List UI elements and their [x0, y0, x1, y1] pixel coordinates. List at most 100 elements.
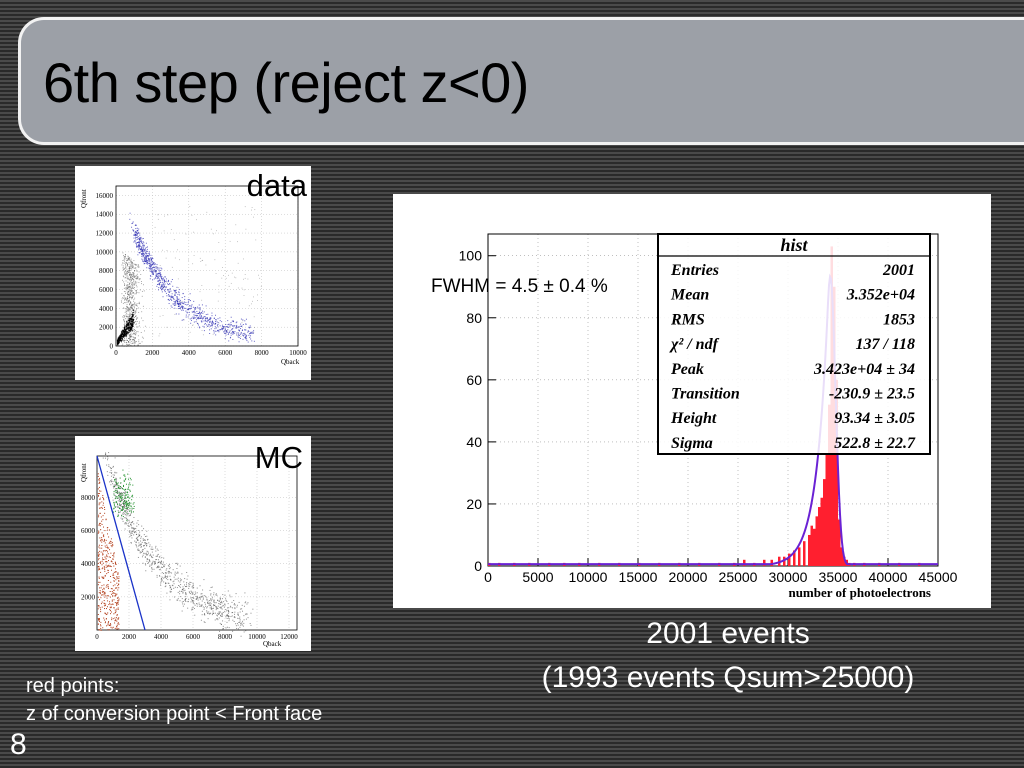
- mc-point: [180, 580, 182, 582]
- mc-point: [120, 486, 122, 488]
- data-point: [166, 295, 168, 297]
- mc-point: [213, 604, 215, 606]
- data-point: [201, 321, 203, 323]
- data-point: [223, 331, 225, 333]
- data-scatter-panel: 0 2000 4000 6000 8000 10000 0 2000 4000 6000 8000…: [75, 166, 311, 380]
- data-point: [226, 326, 228, 328]
- mc-point-red: [101, 541, 103, 543]
- mc-point: [163, 566, 165, 568]
- data-point: [240, 333, 242, 335]
- data-point: [168, 295, 170, 297]
- data-point: [138, 292, 140, 294]
- data-point: [237, 332, 239, 334]
- data-point: [249, 333, 251, 335]
- mc-point-red: [116, 614, 118, 616]
- data-y-tick-label: 0: [110, 343, 114, 351]
- mc-point-red: [98, 550, 100, 552]
- data-point: [130, 306, 132, 308]
- data-point: [201, 320, 203, 322]
- data-point: [122, 302, 124, 304]
- data-point: [241, 325, 243, 327]
- data-point: [177, 299, 179, 301]
- data-point: [244, 337, 246, 339]
- histogram-fit-curve: [488, 273, 938, 566]
- mc-point: [207, 602, 209, 604]
- data-point: [131, 339, 133, 341]
- mc-point: [221, 608, 223, 610]
- mc-point: [120, 501, 122, 503]
- data-point: [165, 257, 167, 259]
- data-point: [162, 288, 164, 290]
- mc-point: [188, 598, 190, 600]
- mc-point: [201, 593, 203, 595]
- data-point: [161, 268, 163, 270]
- data-point: [251, 207, 253, 208]
- data-point: [130, 281, 132, 283]
- mc-point: [201, 604, 203, 606]
- histogram-y-tick-label: 20: [466, 496, 482, 512]
- data-point: [209, 319, 211, 321]
- data-point: [144, 325, 146, 327]
- mc-point-red: [104, 508, 106, 510]
- data-point: [133, 299, 135, 301]
- data-point: [141, 290, 143, 292]
- mc-point-red: [97, 618, 99, 620]
- mc-point-red: [103, 584, 105, 586]
- data-point: [152, 262, 154, 264]
- mc-point: [208, 605, 210, 607]
- data-point: [222, 327, 224, 329]
- data-point: [136, 273, 138, 275]
- mc-point: [206, 606, 208, 608]
- data-point: [131, 262, 133, 264]
- mc-point: [112, 465, 114, 467]
- data-point: [128, 259, 130, 261]
- mc-point: [174, 578, 176, 580]
- data-point: [169, 291, 171, 293]
- data-point: [126, 260, 128, 262]
- data-point: [158, 272, 160, 274]
- mc-point-red: [107, 533, 109, 535]
- data-point: [161, 285, 163, 287]
- data-point: [227, 326, 229, 328]
- data-point: [130, 332, 132, 334]
- mc-point: [203, 579, 205, 581]
- mc-point: [136, 538, 138, 540]
- mc-point-red: [101, 547, 103, 549]
- mc-point-red: [113, 554, 115, 556]
- mc-point-red: [101, 501, 103, 503]
- data-point: [134, 306, 135, 308]
- mc-point: [137, 549, 139, 551]
- mc-point-red: [117, 618, 119, 620]
- mc-point-red: [103, 506, 105, 508]
- mc-point-red: [114, 595, 116, 597]
- data-point: [189, 206, 191, 208]
- mc-point: [214, 604, 216, 606]
- data-point: [146, 250, 148, 252]
- data-point: [193, 321, 195, 323]
- data-point: [133, 280, 135, 282]
- data-point: [234, 327, 236, 329]
- data-point: [255, 239, 257, 241]
- data-point: [121, 334, 123, 336]
- mc-point: [128, 519, 130, 521]
- mc-point: [135, 538, 137, 540]
- data-point: [125, 318, 126, 320]
- data-point: [127, 324, 129, 326]
- mc-point: [126, 513, 128, 515]
- mc-point: [133, 529, 135, 531]
- mc-point: [133, 534, 135, 536]
- data-point: [136, 305, 138, 307]
- data-point: [130, 260, 132, 262]
- data-point: [149, 262, 151, 264]
- data-point: [170, 281, 172, 283]
- data-point: [158, 279, 160, 281]
- mc-point: [143, 544, 145, 546]
- mc-point: [147, 554, 149, 556]
- mc-point: [126, 506, 128, 508]
- histogram-x-tick-label: 25000: [719, 569, 758, 585]
- data-point: [253, 216, 254, 218]
- data-point: [249, 332, 251, 334]
- mc-point: [132, 494, 134, 496]
- mc-point: [172, 585, 174, 587]
- data-point: [154, 226, 156, 228]
